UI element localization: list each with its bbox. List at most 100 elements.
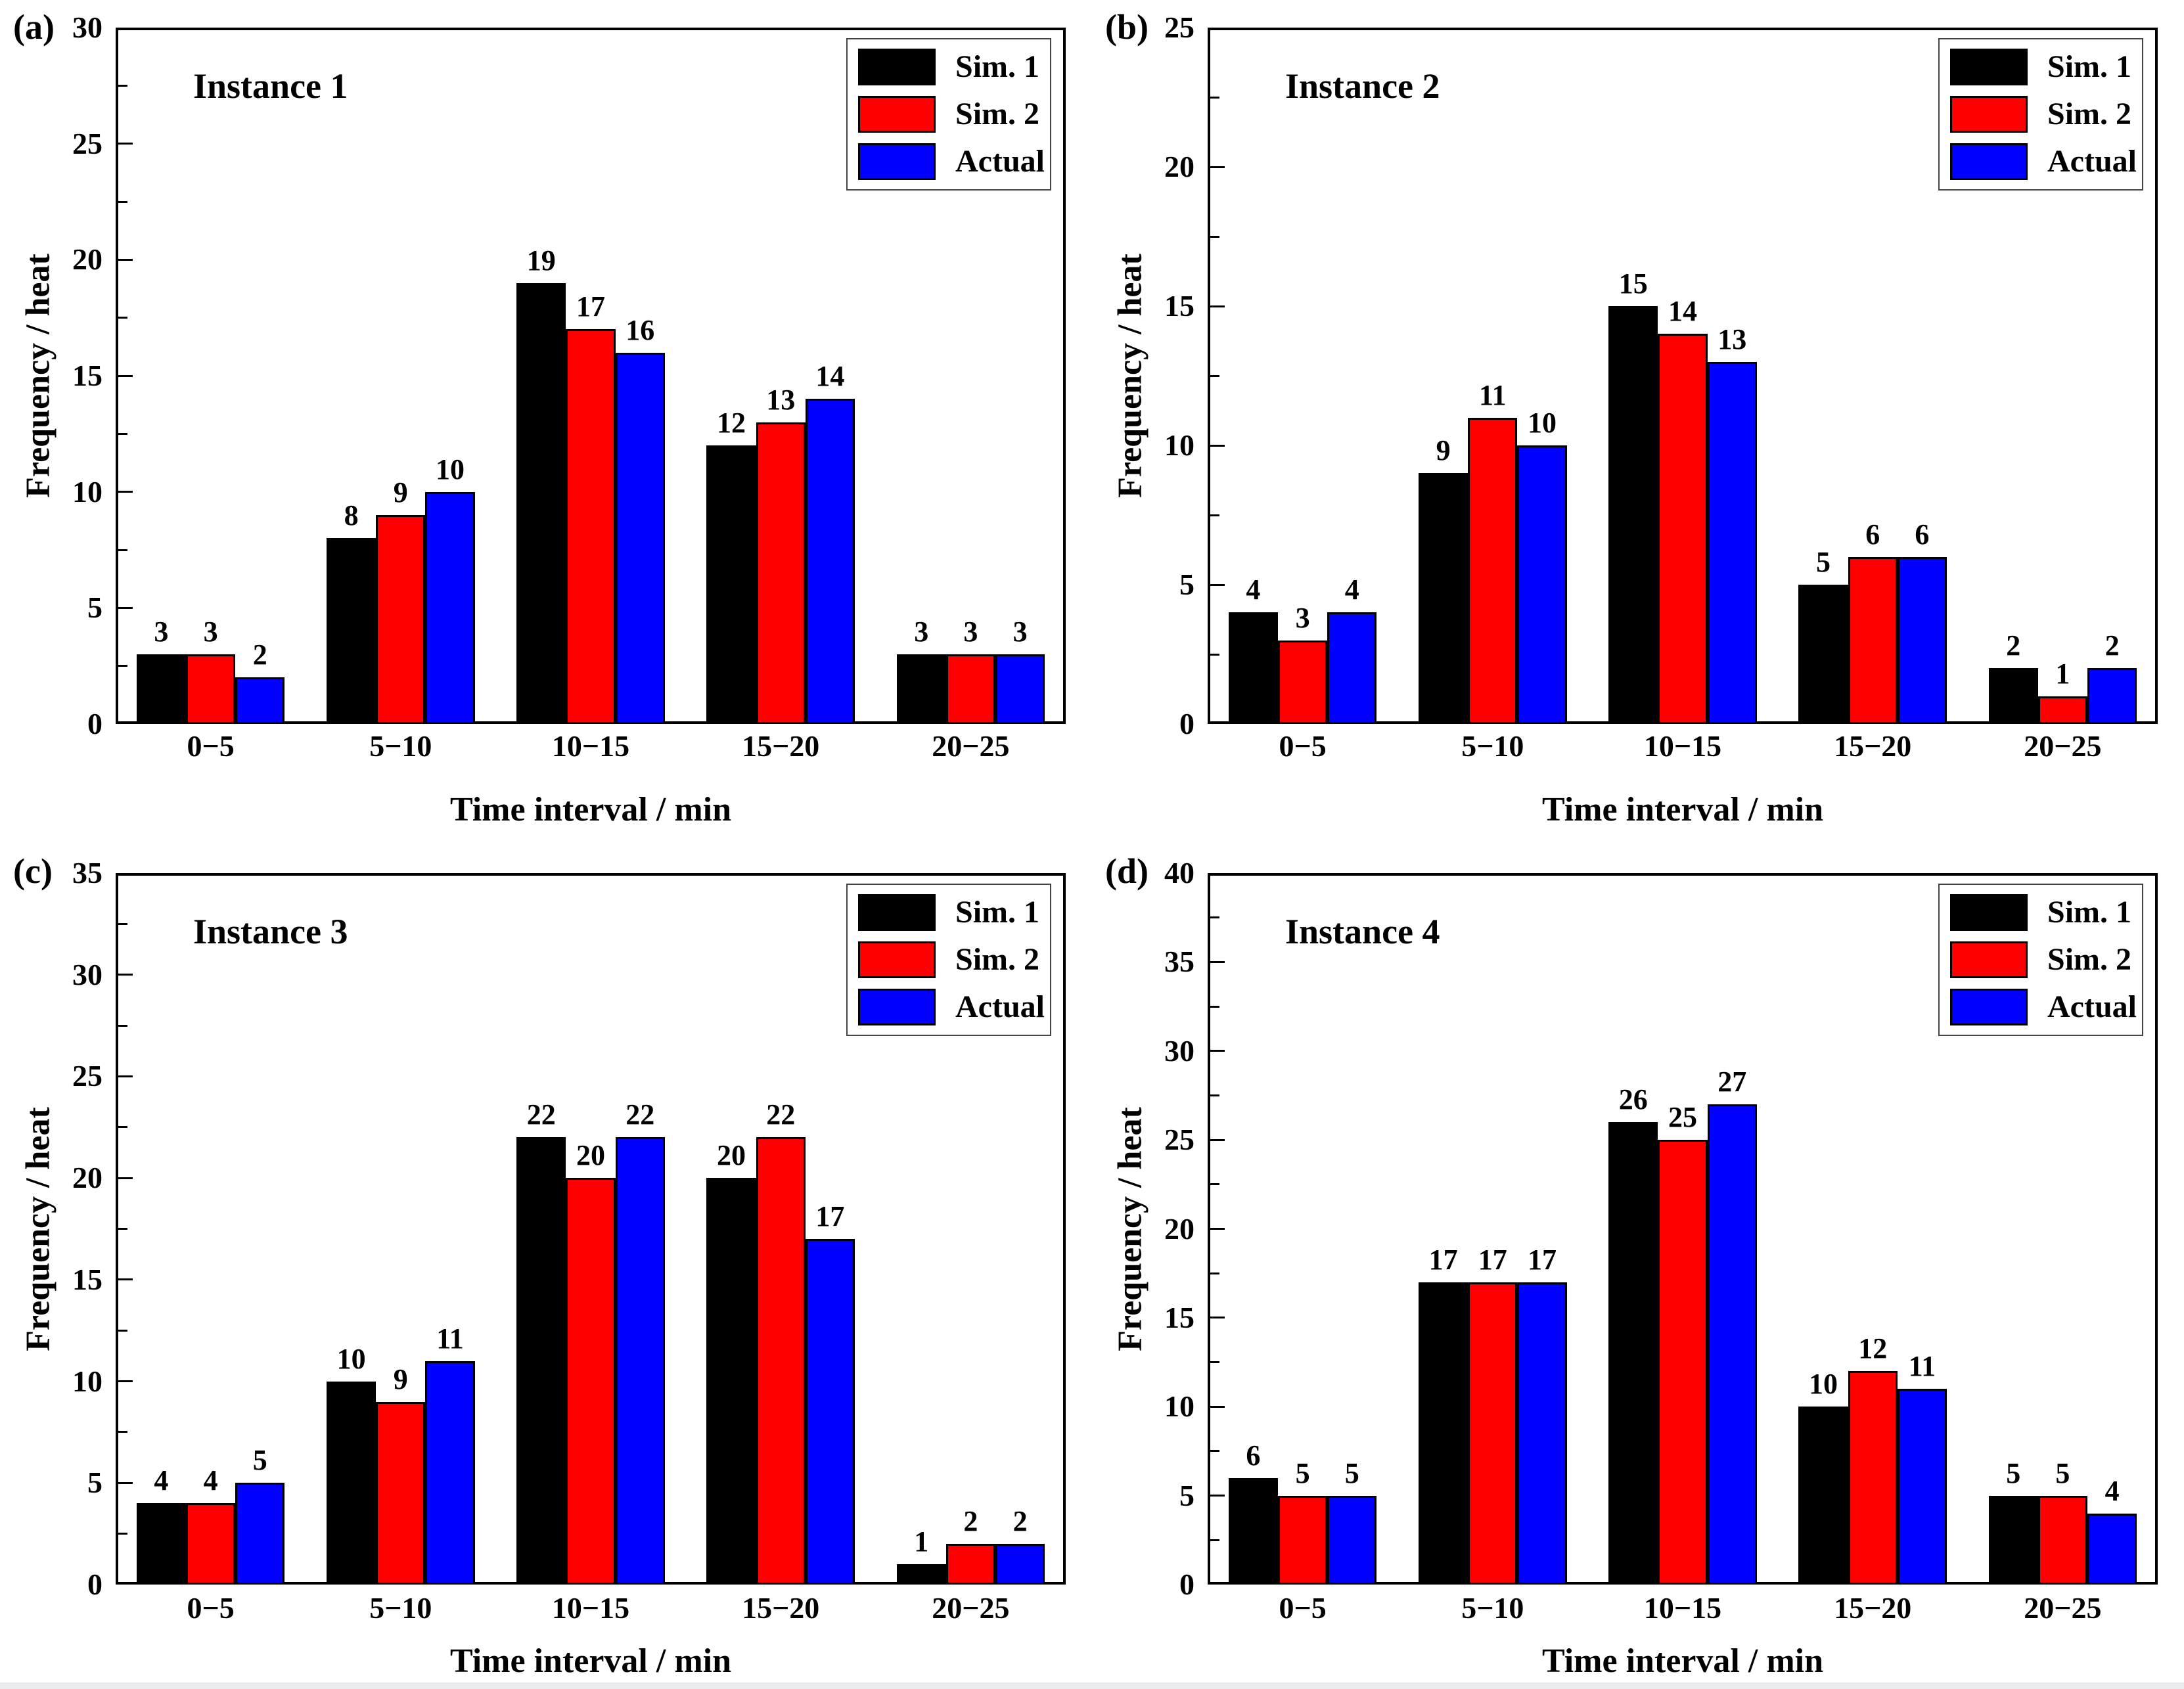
y-major-tick-a (118, 143, 133, 145)
y-minor-tick-b (1210, 653, 1219, 656)
panel-letter-a: (a) (13, 7, 55, 47)
legend-label: Actual (2047, 144, 2137, 179)
bar-value-label-b: 6 (1865, 518, 1880, 551)
bar-sim-1-20−25 (1988, 668, 2038, 724)
y-major-tick-a (118, 606, 133, 609)
chart-title-a: Instance 1 (193, 66, 348, 106)
bar-sim-1-0−5 (1228, 612, 1278, 724)
y-minor-tick-c (118, 1431, 127, 1433)
y-major-tick-c (118, 1177, 133, 1179)
bar-actual-0−5 (1327, 612, 1377, 724)
bar-value-label-b: 10 (1527, 407, 1557, 439)
legend-swatch-icon (1950, 49, 2028, 85)
x-tick-label-b: 20−25 (2024, 729, 2102, 763)
bar-sim-1-0−5 (136, 654, 186, 724)
bar-sim-1-10−15 (1608, 1122, 1658, 1585)
bar-actual-5−10 (425, 491, 475, 724)
y-major-tick-b (1210, 166, 1225, 168)
bar-value-label-c: 9 (393, 1362, 408, 1395)
bar-sim-2-0−5 (186, 654, 236, 724)
y-minor-tick-d (1210, 916, 1219, 919)
bar-sim-2-20−25 (945, 654, 995, 724)
legend-label: Sim. 1 (2047, 49, 2132, 84)
bar-sim-2-5−10 (1468, 1282, 1518, 1585)
bar-value-label-d: 5 (1344, 1456, 1359, 1489)
panel-a: (a) Instance 1 Frequency / heat Time interv… (0, 0, 1092, 844)
legend-item-sim-2: Sim. 2 (1950, 96, 2134, 133)
y-major-tick-c (118, 1075, 133, 1077)
y-minor-tick-d (1210, 1272, 1219, 1274)
y-minor-tick-c (118, 1126, 127, 1129)
y-minor-tick-d (1210, 1005, 1219, 1008)
x-tick-label-c: 20−25 (932, 1591, 1010, 1625)
x-axis-title-c: Time interval / min (449, 1642, 732, 1680)
legend-label: Sim. 1 (955, 49, 1040, 84)
bar-actual-15−20 (805, 1238, 855, 1585)
legend-label: Sim. 2 (2047, 97, 2132, 131)
panel-c: (c) Instance 3 Frequency / heat Time interv… (0, 844, 1092, 1689)
bar-value-label-d: 17 (1478, 1243, 1507, 1276)
legend-label: Sim. 1 (955, 895, 1040, 930)
legend-c: Sim. 1 Sim. 2 Actual (846, 884, 1051, 1036)
bar-value-label-a: 12 (717, 407, 746, 439)
bar-actual-15−20 (1897, 556, 1947, 724)
legend-label: Actual (955, 989, 1045, 1024)
bar-value-label-b: 3 (1295, 601, 1310, 634)
legend-swatch-icon (1950, 989, 2028, 1025)
y-minor-tick-a (118, 432, 127, 435)
y-tick-label-b: 25 (1164, 11, 1194, 44)
bar-sim-1-15−20 (1798, 585, 1848, 724)
x-tick-label-a: 0−5 (187, 729, 235, 763)
legend-item-sim-2: Sim. 2 (1950, 941, 2134, 978)
legend-swatch-icon (858, 989, 936, 1025)
legend-swatch-icon (858, 894, 936, 931)
y-tick-label-c: 5 (87, 1466, 102, 1500)
y-major-tick-c (118, 1278, 133, 1281)
y-tick-label-c: 15 (72, 1262, 102, 1296)
bar-value-label-d: 17 (1527, 1243, 1557, 1276)
y-minor-tick-d (1210, 1094, 1219, 1096)
legend-item-actual: Actual (1950, 989, 2137, 1025)
y-minor-tick-a (118, 549, 127, 551)
bar-actual-5−10 (1517, 1282, 1567, 1585)
bar-sim-2-5−10 (376, 1401, 426, 1585)
bar-sim-2-5−10 (1468, 417, 1518, 724)
y-minor-tick-a (118, 665, 127, 667)
bar-sim-1-0−5 (136, 1503, 186, 1585)
bar-value-label-d: 17 (1428, 1243, 1458, 1276)
x-axis-title-d: Time interval / min (1541, 1642, 1824, 1680)
y-major-tick-d (1210, 1317, 1225, 1319)
legend-b: Sim. 1 Sim. 2 Actual (1938, 38, 2143, 191)
bar-value-label-b: 11 (1479, 378, 1507, 411)
bar-actual-15−20 (805, 399, 855, 724)
bar-actual-0−5 (235, 677, 285, 724)
y-tick-label-a: 30 (72, 11, 102, 44)
bar-actual-10−15 (615, 1137, 665, 1585)
y-tick-label-a: 0 (87, 707, 102, 740)
legend-a: Sim. 1 Sim. 2 Actual (846, 38, 1051, 191)
bar-sim-2-10−15 (566, 1178, 616, 1585)
bar-value-label-d: 5 (2006, 1456, 2021, 1489)
bar-sim-1-10−15 (516, 1137, 566, 1585)
y-axis-title-c: Frequency / heat (19, 1106, 57, 1351)
bar-actual-0−5 (235, 1483, 285, 1585)
bar-value-label-b: 15 (1618, 267, 1648, 300)
legend-swatch-icon (858, 941, 936, 978)
x-tick-label-d: 10−15 (1643, 1591, 1722, 1625)
x-tick-label-c: 0−5 (187, 1591, 235, 1625)
y-tick-label-c: 10 (72, 1364, 102, 1398)
chart-title-b: Instance 2 (1285, 66, 1440, 106)
bar-value-label-c: 22 (526, 1098, 556, 1131)
y-major-tick-c (118, 1380, 133, 1383)
legend-item-actual: Actual (858, 143, 1045, 180)
legend-item-actual: Actual (1950, 143, 2137, 180)
bar-actual-10−15 (1707, 1104, 1757, 1585)
bar-value-label-b: 5 (1816, 546, 1831, 578)
bar-sim-2-10−15 (1658, 334, 1708, 724)
legend-item-sim-1: Sim. 1 (858, 894, 1042, 931)
bar-actual-0−5 (1327, 1495, 1377, 1585)
legend-swatch-icon (858, 49, 936, 85)
x-axis-title-b: Time interval / min (1541, 791, 1824, 828)
bar-value-label-c: 2 (1012, 1505, 1028, 1538)
bar-sim-1-20−25 (896, 1564, 946, 1585)
